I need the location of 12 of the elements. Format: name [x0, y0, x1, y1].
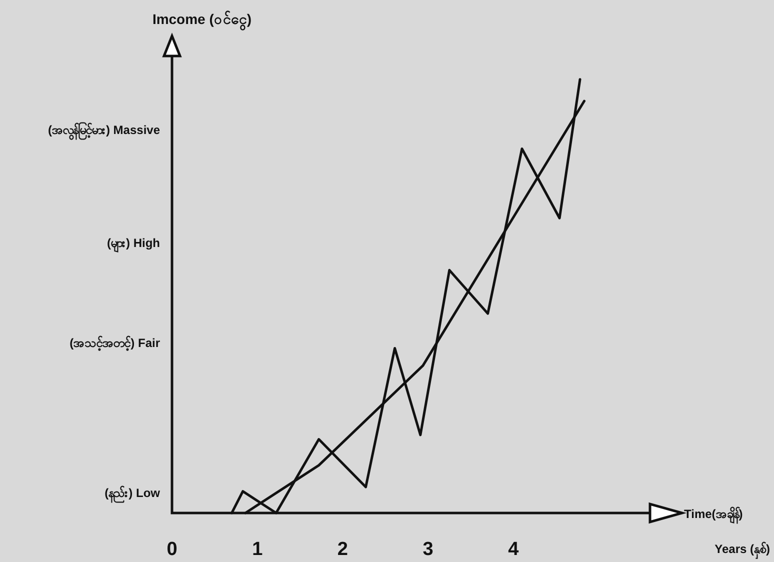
- x-tick-label: 3: [422, 539, 434, 560]
- x-axis-title: Time(အချိန်): [684, 505, 743, 525]
- text: Years (နှစ်): [714, 540, 770, 560]
- text: (အလွန်မြင့်မား) Massive: [48, 120, 160, 141]
- x-tick-label: 1: [252, 539, 264, 560]
- text: (များ) High: [107, 236, 160, 253]
- x-tick-label: 0: [166, 539, 178, 560]
- text: (အသင့်အတင့်) Fair: [70, 334, 160, 352]
- x-tick-label: 4: [508, 539, 520, 560]
- text: (နည်း) Low: [104, 484, 161, 504]
- x-tick-label: 2: [337, 539, 348, 560]
- y-axis-title: Imcome (ဝင်ငွေ): [152, 11, 252, 31]
